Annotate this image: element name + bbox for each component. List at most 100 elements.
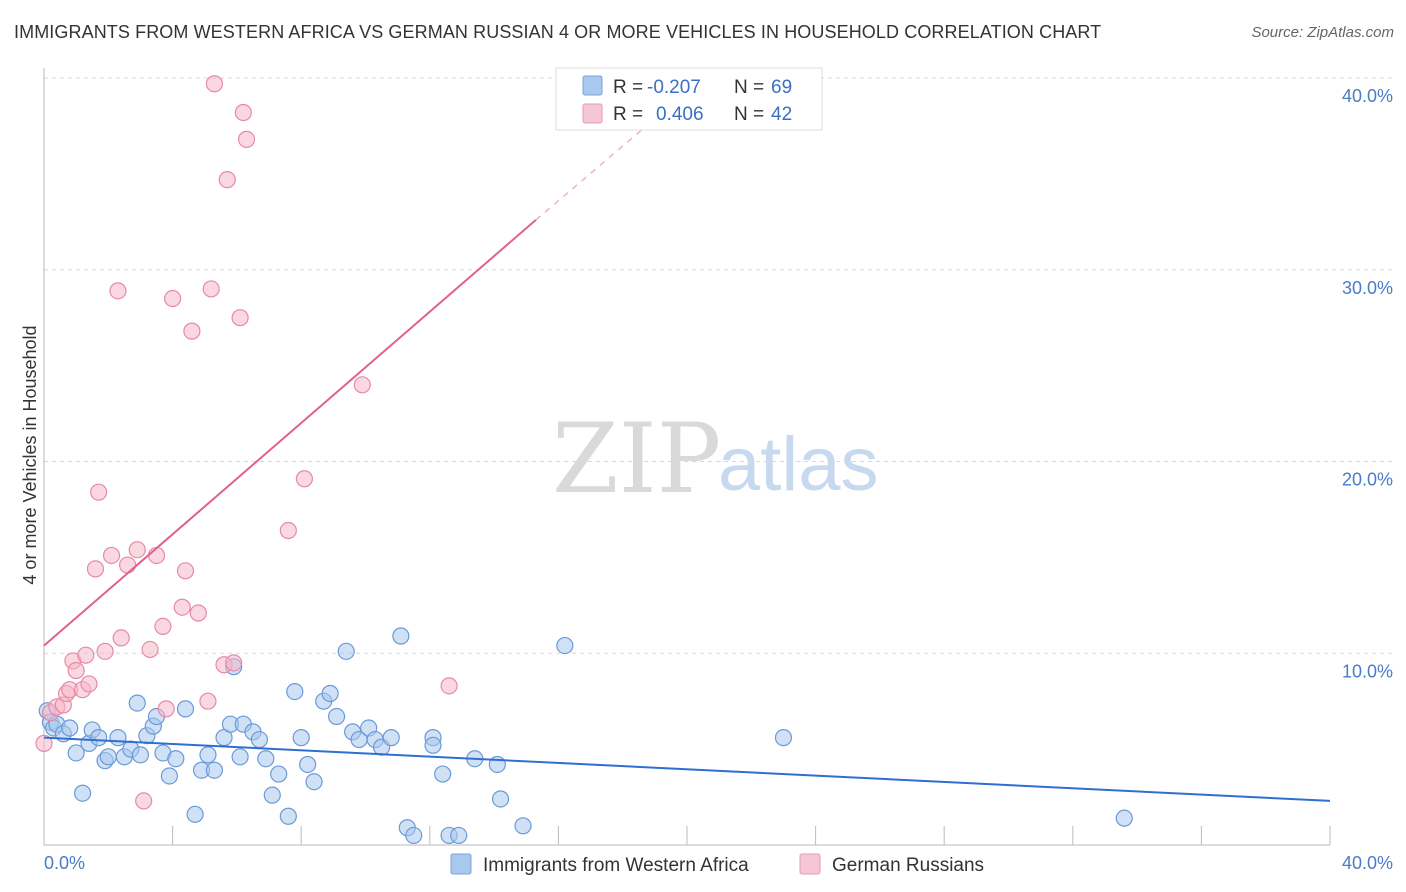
point-immigrants-12 bbox=[99, 748, 117, 766]
point-immigrants-56 bbox=[405, 826, 423, 845]
point-immigrants-54 bbox=[392, 627, 410, 645]
point-immigrants-35 bbox=[250, 730, 269, 749]
y-tick-label-0: 10.0% bbox=[1342, 661, 1393, 681]
point-german-russians-9 bbox=[77, 646, 95, 664]
point-german-russians-34 bbox=[225, 654, 243, 672]
point-immigrants-42 bbox=[299, 755, 317, 774]
point-german-russians-35 bbox=[231, 309, 249, 327]
point-german-russians-37 bbox=[237, 130, 256, 148]
point-german-russians-22 bbox=[154, 617, 172, 636]
legend-n-value-1: 69 bbox=[771, 77, 792, 98]
point-immigrants-45 bbox=[321, 684, 339, 703]
point-immigrants-39 bbox=[279, 807, 297, 825]
chart-source: Source: ZipAtlas.com bbox=[1251, 24, 1394, 41]
point-german-russians-26 bbox=[176, 562, 195, 580]
legend-swatch-german-russians bbox=[799, 853, 821, 875]
point-german-russians-14 bbox=[102, 546, 121, 565]
watermark-atlas: atlas bbox=[718, 422, 879, 507]
point-german-russians-27 bbox=[183, 322, 201, 340]
correlation-legend: R = -0.207 N = 69 R = 0.406 N = 42 bbox=[555, 67, 823, 131]
y-tick-labels: 10.0% 20.0% 30.0% 40.0% bbox=[1342, 86, 1393, 681]
y-tick-label-2: 30.0% bbox=[1342, 278, 1393, 298]
legend-label-german-russians: German Russians bbox=[832, 855, 984, 876]
legend-r-value-2: 0.406 bbox=[656, 104, 704, 125]
point-immigrants-61 bbox=[450, 826, 468, 845]
point-german-russians-19 bbox=[135, 792, 153, 810]
point-immigrants-38 bbox=[270, 765, 288, 783]
point-german-russians-21 bbox=[147, 546, 166, 565]
point-german-russians-10 bbox=[80, 675, 98, 693]
point-immigrants-28 bbox=[205, 761, 223, 779]
x-tick-label-min: 0.0% bbox=[44, 853, 85, 873]
point-immigrants-7 bbox=[73, 784, 92, 802]
y-axis-label: 4 or more Vehicles in Household bbox=[20, 325, 40, 584]
point-immigrants-67 bbox=[774, 729, 793, 747]
point-german-russians-24 bbox=[164, 289, 182, 308]
point-immigrants-65 bbox=[514, 817, 532, 835]
point-immigrants-25 bbox=[186, 805, 204, 823]
point-immigrants-59 bbox=[434, 765, 452, 783]
y-tick-label-1: 20.0% bbox=[1342, 470, 1393, 490]
trend-line-german-russians-extension bbox=[535, 90, 688, 221]
point-german-russians-18 bbox=[128, 541, 146, 559]
point-immigrants-10 bbox=[90, 729, 108, 747]
point-immigrants-46 bbox=[327, 707, 346, 726]
series-legend: Immigrants from Western Africa German Ru… bbox=[450, 853, 984, 876]
chart-title: IMMIGRANTS FROM WESTERN AFRICA VS GERMAN… bbox=[14, 22, 1102, 42]
legend-swatch-pink bbox=[582, 103, 603, 124]
point-immigrants-47 bbox=[337, 642, 355, 660]
point-immigrants-5 bbox=[61, 719, 79, 737]
point-immigrants-43 bbox=[305, 773, 323, 791]
point-immigrants-22 bbox=[160, 767, 178, 785]
series-german-russians bbox=[35, 75, 458, 810]
y-tick-label-3: 40.0% bbox=[1342, 86, 1393, 106]
point-german-russians-39 bbox=[295, 470, 314, 488]
point-immigrants-40 bbox=[286, 682, 304, 701]
legend-r-label-2: R = bbox=[613, 104, 643, 125]
point-german-russians-29 bbox=[199, 692, 217, 710]
point-immigrants-23 bbox=[167, 750, 185, 768]
point-immigrants-36 bbox=[257, 750, 275, 768]
point-immigrants-13 bbox=[109, 729, 127, 747]
point-german-russians-40 bbox=[353, 376, 371, 394]
trend-line-immigrants bbox=[43, 736, 1331, 802]
point-german-russians-28 bbox=[189, 604, 207, 622]
point-immigrants-68 bbox=[1115, 809, 1133, 827]
point-immigrants-37 bbox=[263, 786, 281, 804]
legend-r-label-1: R = bbox=[613, 77, 643, 98]
point-german-russians-31 bbox=[205, 75, 223, 93]
trend-line-german-russians bbox=[43, 219, 537, 647]
grid-lines bbox=[44, 77, 1392, 654]
point-german-russians-13 bbox=[96, 642, 114, 660]
point-german-russians-36 bbox=[234, 103, 252, 122]
watermark-zip: ZIP bbox=[552, 403, 721, 515]
series-immigrants-western-africa bbox=[38, 627, 1133, 845]
point-german-russians-12 bbox=[90, 483, 108, 501]
legend-n-label-1: N = bbox=[734, 77, 764, 98]
legend-n-label-2: N = bbox=[734, 104, 764, 125]
point-immigrants-16 bbox=[128, 694, 146, 712]
point-immigrants-27 bbox=[199, 746, 217, 764]
x-tick-label-max: 40.0% bbox=[1342, 853, 1393, 873]
legend-r-value-1: -0.207 bbox=[647, 77, 701, 98]
x-ticks bbox=[43, 826, 1331, 845]
point-immigrants-64 bbox=[491, 790, 510, 808]
point-german-russians-0 bbox=[35, 734, 53, 752]
point-german-russians-7 bbox=[67, 661, 85, 680]
point-immigrants-58 bbox=[424, 736, 442, 754]
legend-n-value-2: 42 bbox=[771, 104, 792, 125]
legend-label-immigrants: Immigrants from Western Africa bbox=[483, 855, 749, 876]
legend-swatch-blue bbox=[582, 75, 603, 96]
point-immigrants-17 bbox=[131, 746, 150, 764]
trend-lines bbox=[43, 90, 1331, 802]
point-german-russians-11 bbox=[86, 560, 105, 578]
point-immigrants-53 bbox=[382, 729, 400, 747]
legend-swatch-immigrants bbox=[450, 853, 472, 875]
point-immigrants-66 bbox=[556, 636, 574, 655]
point-german-russians-33 bbox=[218, 171, 236, 189]
point-german-russians-16 bbox=[112, 629, 130, 647]
point-german-russians-15 bbox=[109, 282, 127, 300]
point-german-russians-38 bbox=[279, 521, 297, 540]
point-german-russians-25 bbox=[173, 598, 191, 616]
